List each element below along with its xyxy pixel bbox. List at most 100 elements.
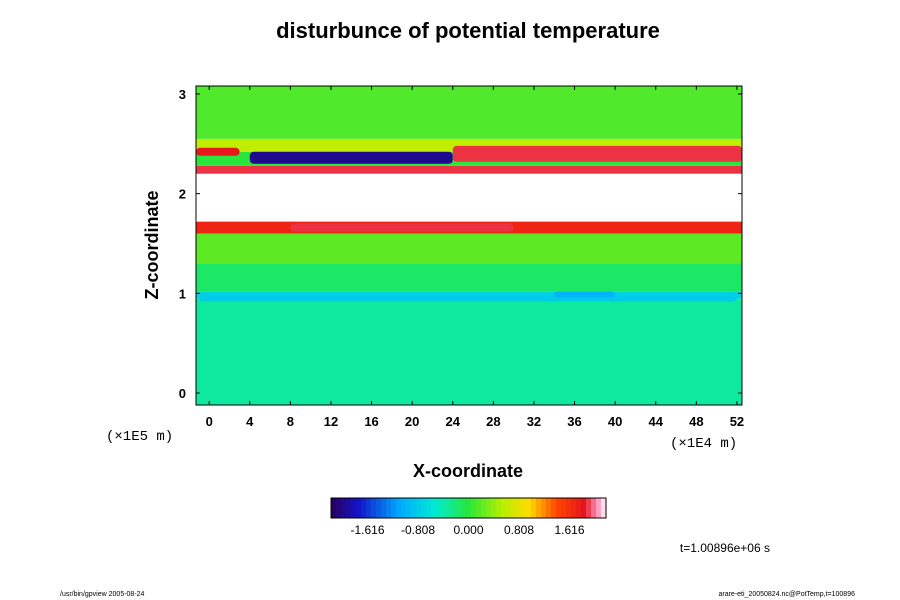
colorbar-tick-label: 0.000 — [453, 523, 483, 537]
colorbar-cell — [566, 498, 572, 518]
x-tick-label: 12 — [324, 414, 338, 429]
field-feature — [249, 151, 453, 164]
colorbar-cell — [406, 498, 412, 518]
y-unit-label: (×1E5 m) — [106, 429, 173, 445]
x-tick-label: 0 — [206, 414, 213, 429]
y-ticks: 0 1 2 3 — [179, 87, 742, 401]
colorbar-cell — [471, 498, 477, 518]
colorbar-cell — [501, 498, 507, 518]
field-band — [196, 173, 742, 222]
colorbar-cell — [516, 498, 522, 518]
colorbar-cell — [481, 498, 487, 518]
x-unit-label: (×1E4 m) — [670, 436, 737, 452]
colorbar-cell — [561, 498, 567, 518]
colorbar-cell — [511, 498, 517, 518]
colorbar-cell — [381, 498, 387, 518]
y-tick-label: 2 — [179, 187, 186, 202]
colorbar-cell — [491, 498, 497, 518]
x-tick-label: 16 — [364, 414, 378, 429]
colorbar-cell — [391, 498, 397, 518]
x-tick-label: 4 — [246, 414, 254, 429]
colorbar-cell — [506, 498, 512, 518]
colorbar-cell — [466, 498, 472, 518]
colorbar-cell — [521, 498, 527, 518]
field-feature — [196, 147, 240, 156]
colorbar-cell — [461, 498, 467, 518]
colorbar-cell — [436, 498, 442, 518]
x-tick-label: 24 — [446, 414, 461, 429]
x-tick-label: 52 — [730, 414, 744, 429]
colorbar-ticks: -1.616 -0.808 0.000 0.808 1.616 — [350, 523, 584, 537]
colorbar-cell — [346, 498, 352, 518]
colorbar-cell — [416, 498, 422, 518]
colorbar-cell — [426, 498, 432, 518]
colorbar-cell — [446, 498, 452, 518]
y-tick-label: 3 — [179, 87, 186, 102]
colorbar-cell — [546, 498, 552, 518]
colorbar-cell — [551, 498, 557, 518]
colorbar-cell — [331, 498, 337, 518]
colorbar-tick-label: 1.616 — [554, 523, 584, 537]
y-tick-label: 1 — [179, 286, 186, 301]
colorbar-cell — [581, 498, 587, 518]
x-tick-label: 8 — [287, 414, 294, 429]
colorbar-cell — [356, 498, 362, 518]
field-band — [196, 86, 742, 139]
footer-right: arare-eti_20050824.nc@PotTemp,t=100896 — [718, 591, 855, 598]
colorbar-cell — [431, 498, 437, 518]
colorbar-cell — [526, 498, 532, 518]
colorbar-cell — [571, 498, 577, 518]
colorbar-cell — [601, 498, 607, 518]
colorbar-cell — [496, 498, 502, 518]
colorbar-tick-label: -1.616 — [350, 523, 384, 537]
x-tick-label: 28 — [486, 414, 500, 429]
colorbar-cell — [361, 498, 367, 518]
colorbar-cell — [421, 498, 427, 518]
colorbar-cell — [351, 498, 357, 518]
x-tick-label: 20 — [405, 414, 419, 429]
colorbar-cell — [591, 498, 597, 518]
colorbar-cell — [401, 498, 407, 518]
colorbar-cell — [531, 498, 537, 518]
colorbar-tick-label: 0.808 — [504, 523, 534, 537]
colorbar-cell — [586, 498, 592, 518]
x-tick-label: 44 — [649, 414, 664, 429]
field-band — [196, 263, 742, 292]
x-tick-label: 32 — [527, 414, 541, 429]
colorbar-cell — [341, 498, 347, 518]
footer-left: /usr/bin/gpview 2005-08-24 — [60, 591, 145, 598]
heatmap-field — [196, 86, 742, 405]
y-axis-label: Z-coordinate — [142, 190, 162, 299]
colorbar-cell — [396, 498, 402, 518]
colorbar-cell — [336, 498, 342, 518]
colorbar-cell — [596, 498, 602, 518]
field-feature — [554, 291, 616, 298]
colorbar — [331, 498, 607, 518]
x-tick-label: 36 — [567, 414, 581, 429]
x-axis-label: X-coordinate — [413, 461, 523, 481]
colorbar-cell — [366, 498, 372, 518]
field-feature — [290, 223, 514, 232]
colorbar-cell — [451, 498, 457, 518]
colorbar-cell — [476, 498, 482, 518]
colorbar-cell — [411, 498, 417, 518]
colorbar-cell — [386, 498, 392, 518]
chart-title: disturbunce of potential temperature — [276, 18, 660, 43]
colorbar-cell — [576, 498, 582, 518]
colorbar-cell — [556, 498, 562, 518]
field-feature — [199, 295, 737, 302]
colorbar-cell — [441, 498, 447, 518]
time-label: t=1.00896e+06 s — [680, 541, 770, 555]
y-tick-label: 0 — [179, 386, 186, 401]
x-ticks: 0 4 8 12 16 20 24 28 32 36 40 44 48 52 — [206, 86, 744, 429]
field-band — [196, 291, 742, 299]
colorbar-cell — [371, 498, 377, 518]
field-feature — [452, 145, 742, 162]
colorbar-cell — [486, 498, 492, 518]
colorbar-cell — [376, 498, 382, 518]
x-tick-label: 48 — [689, 414, 703, 429]
colorbar-tick-label: -0.808 — [401, 523, 435, 537]
heatmap-features — [196, 145, 742, 302]
plot-frame — [195, 85, 743, 406]
